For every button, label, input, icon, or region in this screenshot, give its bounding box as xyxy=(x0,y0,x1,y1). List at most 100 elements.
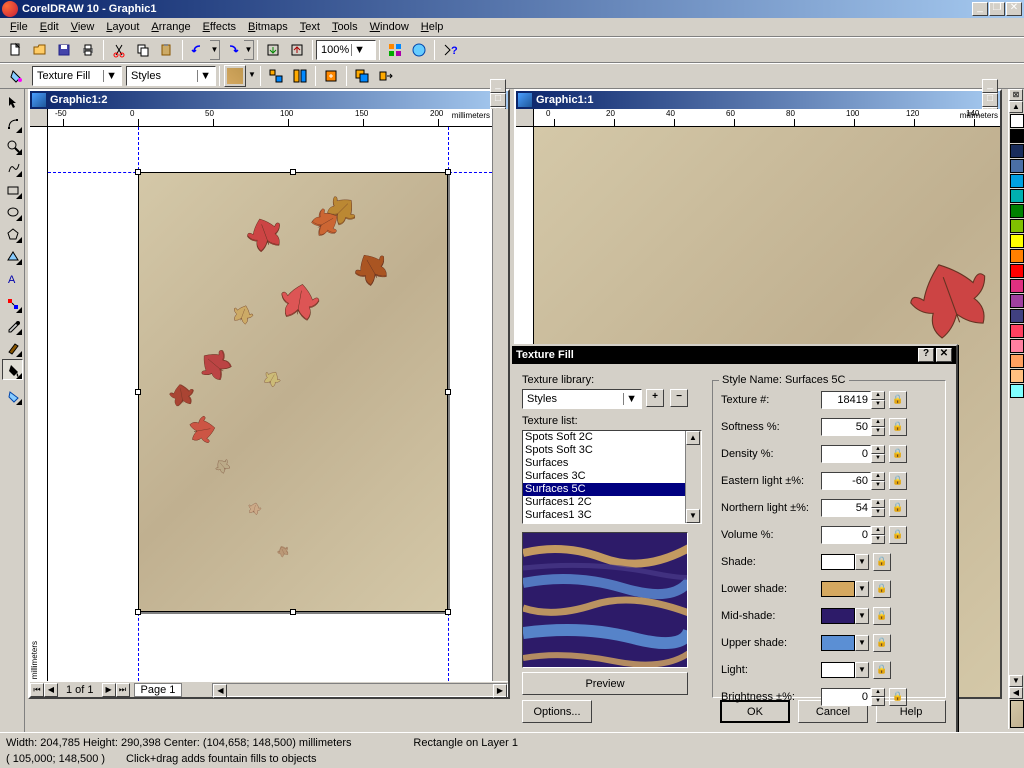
param-input[interactable] xyxy=(821,688,871,706)
page-prev[interactable]: ◀ xyxy=(44,683,58,697)
color-swatch[interactable] xyxy=(821,635,855,651)
palette-color[interactable] xyxy=(1010,129,1024,143)
eyedropper-tool[interactable] xyxy=(2,315,23,336)
dialog-help-button[interactable]: ? xyxy=(918,348,934,362)
texture-list-item[interactable]: Surfaces1 3C xyxy=(523,509,701,522)
lock-button[interactable]: 🔒 xyxy=(873,553,891,571)
page-tab-1[interactable]: Page 1 xyxy=(134,683,183,697)
texture-list-item[interactable]: Surfaces 5C xyxy=(523,483,701,496)
palette-color[interactable] xyxy=(1010,339,1024,353)
docwin1-maximize[interactable]: □ xyxy=(490,93,506,107)
maximize-button[interactable]: ❐ xyxy=(989,2,1005,16)
freehand-tool[interactable] xyxy=(2,157,23,178)
dialog-library-combo[interactable]: Styles▼ xyxy=(522,389,642,409)
lock-button[interactable]: 🔒 xyxy=(889,472,907,490)
handle-tm[interactable] xyxy=(290,169,296,175)
app-launcher-button[interactable] xyxy=(384,39,406,61)
ruler-horizontal-1[interactable]: millimeters -50050100150200 xyxy=(48,109,492,127)
color-swatch[interactable] xyxy=(821,608,855,624)
palette-color[interactable] xyxy=(1010,324,1024,338)
texture-list-item[interactable]: Surfaces xyxy=(523,457,701,470)
palette-color[interactable] xyxy=(1010,204,1024,218)
paste-button[interactable] xyxy=(156,39,178,61)
palette-color[interactable] xyxy=(1010,354,1024,368)
param-input[interactable] xyxy=(821,499,871,517)
cut-button[interactable] xyxy=(108,39,130,61)
handle-mr[interactable] xyxy=(445,389,451,395)
lock-button[interactable]: 🔒 xyxy=(889,499,907,517)
fill-tool-icon[interactable] xyxy=(5,65,27,87)
interactive-tool[interactable] xyxy=(2,385,23,406)
export-button[interactable] xyxy=(286,39,308,61)
menu-tools[interactable]: Tools xyxy=(326,19,364,35)
regenerate-button[interactable] xyxy=(320,65,342,87)
library-combo[interactable]: Styles▼ xyxy=(126,66,216,86)
menu-effects[interactable]: Effects xyxy=(197,19,242,35)
palette-color[interactable] xyxy=(1010,174,1024,188)
color-dropdown[interactable]: ▼ xyxy=(855,554,869,570)
page-first[interactable]: ⏮ xyxy=(30,683,44,697)
color-dropdown[interactable]: ▼ xyxy=(855,662,869,678)
scrollbar-h-1[interactable]: ◀ ▶ xyxy=(212,683,508,697)
ruler-vertical-1[interactable]: millimeters xyxy=(30,127,48,681)
dialog-close-button[interactable]: ✕ xyxy=(936,348,952,362)
fill-tool[interactable] xyxy=(2,359,23,380)
spinner-up[interactable]: ▲ xyxy=(871,688,885,697)
palette-color[interactable] xyxy=(1010,189,1024,203)
page-rectangle[interactable] xyxy=(138,172,448,612)
undo-button[interactable] xyxy=(187,39,209,61)
print-button[interactable] xyxy=(77,39,99,61)
text-tool[interactable]: A xyxy=(2,267,23,288)
palette-up[interactable]: ▲ xyxy=(1009,101,1023,113)
color-swatch[interactable] xyxy=(821,581,855,597)
outline-tool[interactable] xyxy=(2,337,23,358)
redo-dropdown[interactable]: ▼ xyxy=(244,40,254,60)
docwin1-minimize[interactable]: _ xyxy=(490,79,506,93)
param-input[interactable] xyxy=(821,445,871,463)
library-remove-button[interactable]: − xyxy=(670,389,688,407)
lock-button[interactable]: 🔒 xyxy=(873,607,891,625)
tile-small-button[interactable] xyxy=(265,65,287,87)
minimize-button[interactable]: _ xyxy=(972,2,988,16)
color-dropdown[interactable]: ▼ xyxy=(855,581,869,597)
corel-online-button[interactable] xyxy=(408,39,430,61)
palette-color[interactable] xyxy=(1010,144,1024,158)
palette-color[interactable] xyxy=(1010,294,1024,308)
spinner-up[interactable]: ▲ xyxy=(871,526,885,535)
palette-color[interactable] xyxy=(1010,159,1024,173)
color-dropdown[interactable]: ▼ xyxy=(855,608,869,624)
spinner-up[interactable]: ▲ xyxy=(871,499,885,508)
lock-button[interactable]: 🔒 xyxy=(873,661,891,679)
spinner-down[interactable]: ▼ xyxy=(871,481,885,490)
spinner-up[interactable]: ▲ xyxy=(871,472,885,481)
lock-button[interactable]: 🔒 xyxy=(889,418,907,436)
preview-button[interactable]: Preview xyxy=(522,672,688,695)
canvas-1[interactable] xyxy=(48,127,492,681)
menu-view[interactable]: View xyxy=(65,19,101,35)
menu-edit[interactable]: Edit xyxy=(34,19,65,35)
texture-list[interactable]: Spots Soft 2CSpots Soft 3CSurfacesSurfac… xyxy=(522,430,702,524)
library-add-button[interactable]: + xyxy=(646,389,664,407)
param-input[interactable] xyxy=(821,472,871,490)
color-swatch[interactable] xyxy=(821,554,855,570)
redo-button[interactable] xyxy=(221,39,243,61)
close-button[interactable]: ✕ xyxy=(1006,2,1022,16)
handle-tl[interactable] xyxy=(135,169,141,175)
palette-color[interactable] xyxy=(1010,114,1024,128)
param-input[interactable] xyxy=(821,526,871,544)
menu-help[interactable]: Help xyxy=(415,19,450,35)
handle-tr[interactable] xyxy=(445,169,451,175)
lock-button[interactable]: 🔒 xyxy=(873,634,891,652)
docwin2-maximize[interactable]: □ xyxy=(982,93,998,107)
palette-color[interactable] xyxy=(1010,264,1024,278)
spinner-down[interactable]: ▼ xyxy=(871,400,885,409)
menu-layout[interactable]: Layout xyxy=(100,19,145,35)
param-input[interactable] xyxy=(821,391,871,409)
handle-bm[interactable] xyxy=(290,609,296,615)
spinner-up[interactable]: ▲ xyxy=(871,445,885,454)
docwin2-minimize[interactable]: _ xyxy=(982,79,998,93)
texture-list-item[interactable]: Surfaces 3C xyxy=(523,470,701,483)
handle-bl[interactable] xyxy=(135,609,141,615)
dialog-titlebar[interactable]: Texture Fill ? ✕ xyxy=(512,346,956,364)
zoom-combo[interactable]: 100%▼ xyxy=(316,40,376,60)
